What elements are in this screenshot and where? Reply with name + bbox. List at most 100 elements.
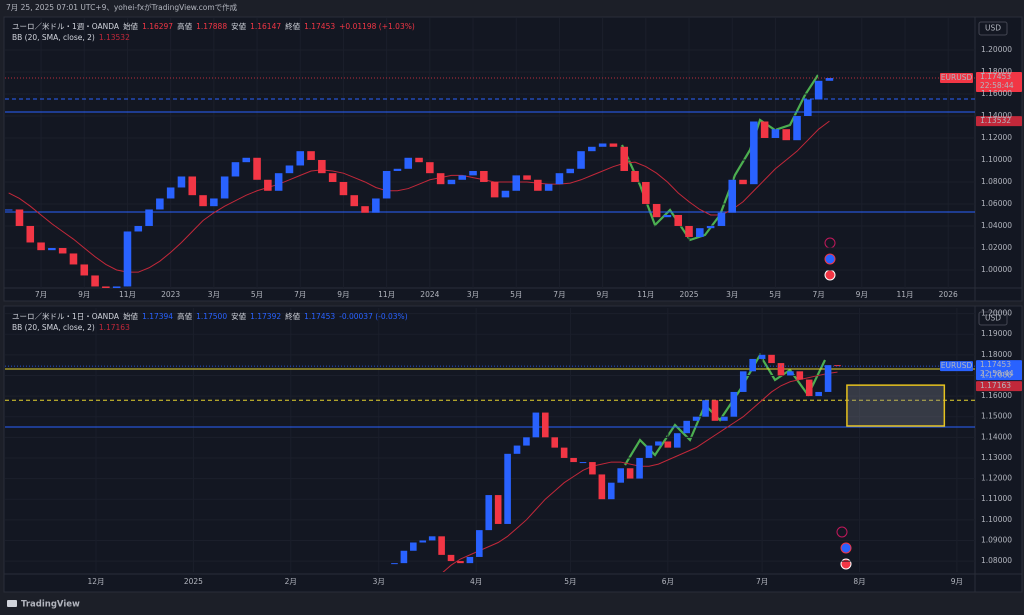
- x-tick-label: 9月: [951, 577, 963, 586]
- quote-value: 1.17392: [250, 312, 281, 321]
- indicator-name: BB (20, SMA, close, 2): [12, 323, 95, 332]
- candle-body: [626, 468, 634, 479]
- candle-body: [188, 176, 197, 196]
- x-tick-label: 12月: [87, 577, 104, 586]
- candle-body: [768, 354, 775, 364]
- quote-value: 1.17453: [304, 312, 335, 321]
- quote-label: 終値: [285, 21, 300, 31]
- y-tick-label: 1.18000: [981, 67, 1012, 76]
- y-tick-label: 1.08000: [981, 177, 1012, 186]
- y-tick-label: 1.17000: [981, 370, 1012, 379]
- candle-body: [815, 391, 822, 397]
- y-tick-label: 1.14000: [981, 111, 1012, 120]
- x-tick-label: 7月: [35, 290, 47, 299]
- y-tick-label: 1.00000: [981, 265, 1012, 274]
- x-tick-label: 2月: [285, 577, 297, 586]
- x-tick-label: 4月: [470, 577, 482, 586]
- candle-body: [426, 162, 434, 174]
- candle-body: [447, 179, 456, 185]
- candle-body: [805, 379, 813, 397]
- candle-body: [210, 198, 218, 207]
- candle-body: [685, 225, 693, 237]
- quote-value: 1.16147: [250, 22, 281, 31]
- currency-button: [978, 311, 1008, 326]
- quote-label: 高値: [177, 21, 192, 31]
- y-tick-label: 1.14000: [981, 432, 1012, 441]
- candle-body: [48, 247, 56, 251]
- bb-basis-line: [442, 371, 838, 572]
- candle-body: [485, 495, 493, 531]
- y-tick-label: 1.09000: [981, 535, 1012, 544]
- candle-body: [419, 540, 427, 543]
- candle-body: [199, 195, 207, 207]
- candle-body: [758, 354, 766, 359]
- quote-change: +0.01198 (+1.03%): [339, 22, 415, 31]
- price-tag-value: 1.17453: [980, 360, 1011, 369]
- x-tick-label: 2025: [184, 577, 203, 586]
- x-tick-label: 9月: [337, 290, 349, 299]
- candle-body: [177, 176, 186, 188]
- candle-body: [58, 247, 67, 254]
- x-tick-label: 7月: [756, 577, 768, 586]
- candle-body: [5, 209, 13, 211]
- candle-body: [683, 420, 690, 434]
- x-tick-label: 11月: [378, 290, 395, 299]
- price-tag-countdown: 22:58:44: [980, 369, 1014, 378]
- legend-line: BB (20, SMA, close, 2) 1.17163: [12, 323, 130, 332]
- x-tick-label: 11月: [119, 290, 136, 299]
- candle-body: [231, 162, 240, 177]
- candle-body: [814, 80, 823, 100]
- x-tick-label: 2026: [939, 290, 958, 299]
- candle-body: [296, 151, 305, 166]
- bb-tag-value: 1.13532: [980, 116, 1011, 125]
- y-tick-label: 1.20000: [981, 309, 1012, 318]
- candle-body: [404, 157, 413, 169]
- quote-label: 安値: [231, 21, 246, 31]
- header-text: 7月 25, 2025 07:01 UTC+9、yohei-fxがTrading…: [6, 2, 238, 12]
- x-tick-label: 8月: [853, 577, 865, 586]
- candle-body: [760, 121, 769, 138]
- candle-body: [782, 129, 791, 141]
- symbol-tag-text: EURUSD: [941, 361, 973, 370]
- x-tick-label: 3月: [467, 290, 479, 299]
- candle-body: [339, 181, 348, 196]
- drawing-wave: [620, 74, 819, 242]
- candle-body: [696, 228, 704, 237]
- symbol-tag-text: EURUSD: [941, 73, 973, 82]
- plot-area: [5, 18, 975, 288]
- candle-body: [617, 468, 625, 483]
- legend-line: ユーロ／米ドル・1日・OANDA 始値 1.17394 高値 1.17500 安値 1.17…: [12, 311, 408, 321]
- candle-body: [636, 457, 643, 479]
- quote-value: 1.16297: [142, 22, 173, 31]
- candle-body: [436, 173, 445, 185]
- overlay: EURUSD 1.1745322:58:441.17163USDユーロ／米ドル・1…: [12, 311, 1022, 392]
- y-tick-label: 1.20000: [981, 45, 1012, 54]
- indicator-name: BB (20, SMA, close, 2): [12, 33, 95, 42]
- candle-body: [607, 482, 615, 500]
- x-tick-label: 11月: [637, 290, 654, 299]
- candle-body: [26, 225, 35, 243]
- candle-body: [642, 181, 650, 204]
- candle-body: [264, 179, 272, 191]
- candle-body: [156, 198, 164, 210]
- x-tick-label: 9月: [596, 290, 608, 299]
- y-tick-label: 1.18000: [981, 350, 1012, 359]
- candle-body: [372, 198, 380, 213]
- candle-body: [555, 173, 564, 185]
- y-tick-label: 1.10000: [981, 515, 1012, 524]
- candle-body: [544, 184, 553, 191]
- candle-body: [415, 157, 423, 163]
- y-tick-label: 1.06000: [981, 199, 1012, 208]
- candle-body: [793, 115, 801, 141]
- candle-body: [728, 179, 737, 213]
- price-tag-countdown: 22:58:44: [980, 81, 1014, 90]
- x-tick-label: 2024: [420, 290, 439, 299]
- currency-label: USD: [985, 24, 1001, 33]
- candle-body: [702, 400, 709, 417]
- candle-body: [739, 179, 747, 185]
- candle-body: [577, 151, 585, 169]
- candle-body: [166, 187, 175, 199]
- candle-body: [560, 447, 568, 458]
- candle-body: [523, 437, 530, 446]
- candle-body: [796, 371, 804, 380]
